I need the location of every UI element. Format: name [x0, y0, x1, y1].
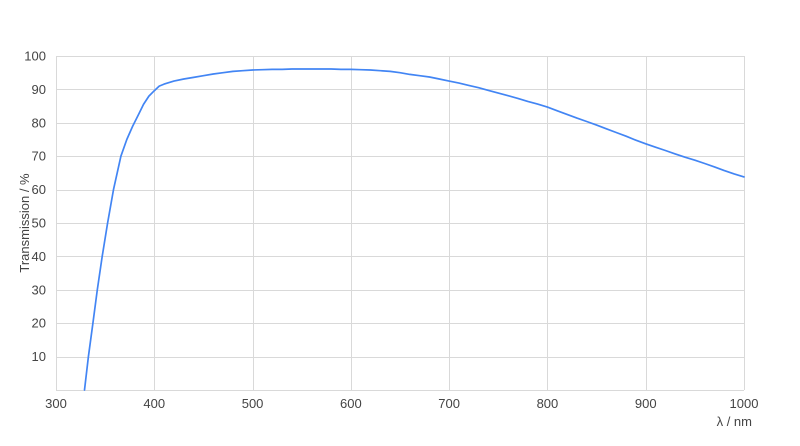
- x-axis-tick-labels: 300 400 500 600 700 800 900 1000: [45, 396, 758, 411]
- x-tick-label: 400: [143, 396, 165, 411]
- x-tick-label: 500: [242, 396, 264, 411]
- x-tick-label: 1000: [730, 396, 759, 411]
- grid-layer: [56, 56, 745, 391]
- y-tick-label: 20: [32, 316, 46, 331]
- y-tick-label: 100: [24, 49, 46, 64]
- x-axis-title: λ / nm: [717, 414, 752, 429]
- x-tick-label: 800: [537, 396, 559, 411]
- series-layer: [83, 68, 745, 391]
- y-tick-label: 40: [32, 249, 46, 264]
- y-tick-label: 80: [32, 115, 46, 130]
- x-tick-label: 900: [635, 396, 657, 411]
- transmission-curve: [83, 68, 745, 391]
- y-tick-label: 10: [32, 349, 46, 364]
- y-tick-label: 90: [32, 82, 46, 97]
- x-tick-label: 300: [45, 396, 67, 411]
- y-tick-label: 30: [32, 282, 46, 297]
- x-tick-label: 700: [438, 396, 460, 411]
- x-tick-label: 600: [340, 396, 362, 411]
- y-tick-label: 50: [32, 216, 46, 231]
- y-axis-title: Transmission / %: [17, 173, 32, 273]
- y-tick-label: 60: [32, 182, 46, 197]
- y-axis-tick-labels: 10 20 30 40 50 60 70 80 90 100: [24, 49, 46, 365]
- y-tick-label: 70: [32, 149, 46, 164]
